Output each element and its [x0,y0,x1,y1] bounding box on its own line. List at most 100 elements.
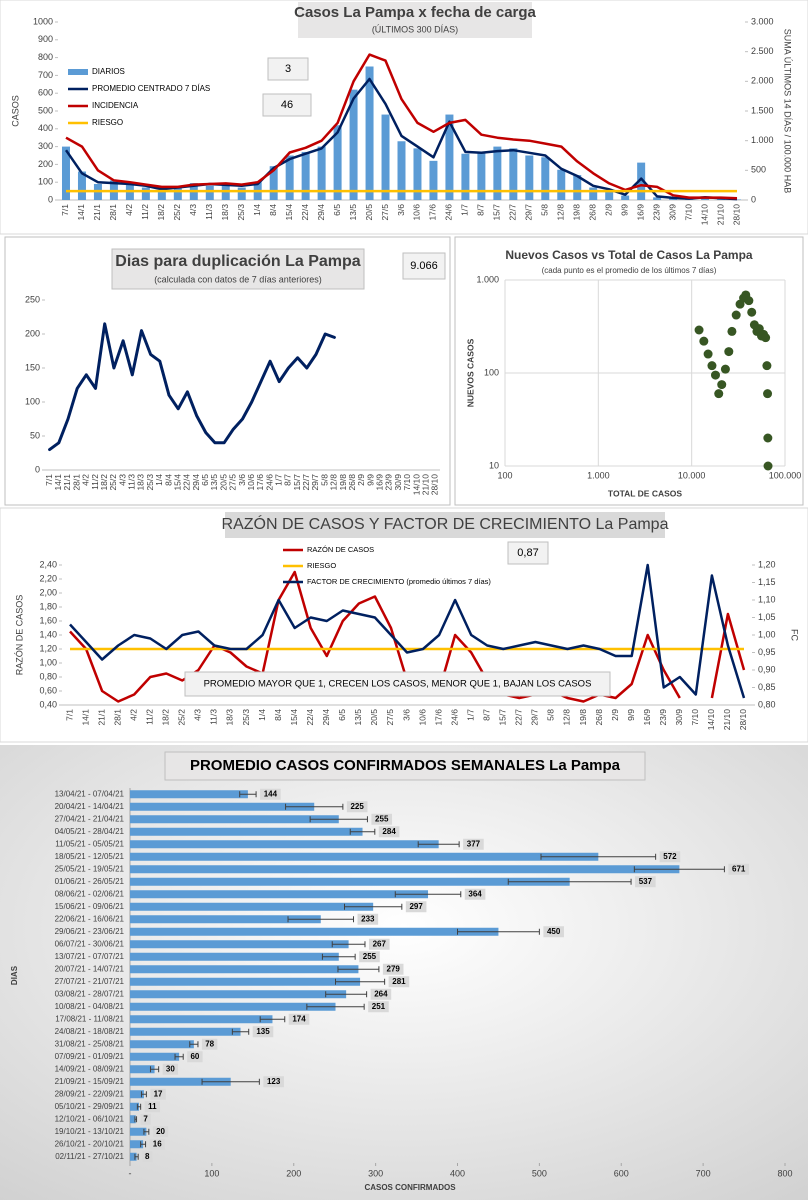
bar [429,160,438,200]
bar [365,66,374,200]
title-box [298,2,532,38]
y-tick-label: 150 [25,362,40,372]
label-box [187,1051,203,1063]
bar [130,1140,144,1149]
bar [349,89,358,200]
y-tick-label: 1,60 [39,615,57,625]
bar [61,146,70,200]
x-tick-label: 21/1 [96,709,106,726]
x-tick-label: 18/3 [136,474,146,491]
bar [130,990,347,999]
bar [141,187,150,200]
label-box [144,1101,161,1113]
y2-tick-label: 1,10 [758,594,776,604]
label-box [201,1038,218,1050]
legend-label: PROMEDIO CENTRADO 7 DÍAS [92,84,210,93]
x-tick-label: 27/5 [385,709,395,726]
value-label: 364 [468,889,482,898]
x-tick-label: 6/5 [332,204,342,216]
x-tick-label: 24/6 [444,204,454,221]
x-tick-label: 28/1 [108,204,118,221]
label-box [464,888,486,900]
point [744,296,754,306]
y-tick-label: 02/11/21 - 27/10/21 [55,1152,124,1161]
bar [130,827,363,836]
x-tick-label: 26/8 [587,204,597,221]
x-tick-label: 22/4 [305,709,315,726]
error-bar [174,1053,184,1060]
x-tick-label: 29/7 [310,474,320,491]
label-box [357,913,379,925]
value-label: 20 [156,1127,165,1136]
value-label: 11 [148,1102,157,1111]
x-tick-label: 600 [614,1168,629,1178]
x-tick-label: 14/10 [411,474,421,496]
bar [445,114,454,200]
x-tick-label: 21/10 [420,474,430,496]
label-box [463,838,484,850]
x-tick-label: 29/4 [321,709,331,726]
y2-tick-label: 0,95 [758,647,776,657]
x-tick-label: 8/4 [273,709,283,721]
y2-tick-label: 500 [751,165,766,175]
error-bar [349,828,376,835]
y-tick-label: 500 [38,105,53,115]
x-tick-label: 25/2 [177,709,187,726]
x-tick-label: 8/7 [481,709,491,721]
bar [130,977,361,986]
bar [130,952,339,961]
y-tick-label: 24/08/21 - 18/08/21 [55,1027,125,1036]
bar [637,162,646,200]
line [69,570,746,703]
value-label: 264 [374,989,388,998]
y-tick-label: 29/06/21 - 23/06/21 [55,927,125,936]
x-tick-label: 800 [777,1168,792,1178]
x-tick-label: 17/6 [433,709,443,726]
x-tick-label: 28/10 [430,474,440,496]
legend-label: RAZÓN DE CASOS [307,545,374,554]
x-tick-label: 30/9 [393,474,403,491]
point [763,461,773,471]
y2-tick-label: 2.000 [751,76,774,86]
x-tick-label: 10.000 [678,470,706,480]
x-tick-label: 300 [368,1168,383,1178]
point [699,336,709,346]
y-tick-label: 800 [38,52,53,62]
y2-tick-label: 0,80 [758,699,776,709]
y-tick-label: 200 [38,159,53,169]
x-tick-label: 15/4 [289,709,299,726]
bar [733,199,742,200]
point [727,326,737,336]
y2-tick-label: 1,00 [758,629,776,639]
point [763,389,773,399]
point [714,389,724,399]
x-tick-label: 19/8 [338,474,348,491]
x-tick-label: 10/6 [412,204,422,221]
x-tick-label: 100 [204,1168,219,1178]
x-tick-label: 200 [286,1168,301,1178]
point [724,347,734,357]
y2-tick-label: 1,15 [758,577,776,587]
y-tick-label: 100 [484,367,499,377]
x-tick-label: 18/2 [156,204,166,221]
y-tick-label: 27/04/21 - 21/04/21 [55,814,125,823]
bar [269,166,278,200]
y-tick-label: 0,60 [39,685,57,695]
x-tick-label: 5/8 [319,474,329,486]
error-bar [321,953,356,960]
x-tick-label: 3/6 [401,709,411,721]
x-tick-label: 2/9 [603,204,613,216]
x-tick-label: 1/7 [460,204,470,216]
value-label: 174 [292,1014,306,1023]
x-tick-label: 6/5 [200,474,210,486]
x-tick-label: 12/8 [556,204,566,221]
y-tick-label: 250 [25,294,40,304]
callout-box [184,671,611,697]
x-tick-label: 18/3 [225,709,235,726]
bar [333,125,342,200]
error-bar [143,1128,150,1135]
bar [130,1052,180,1061]
bar [589,187,598,200]
callout-box [507,541,549,565]
